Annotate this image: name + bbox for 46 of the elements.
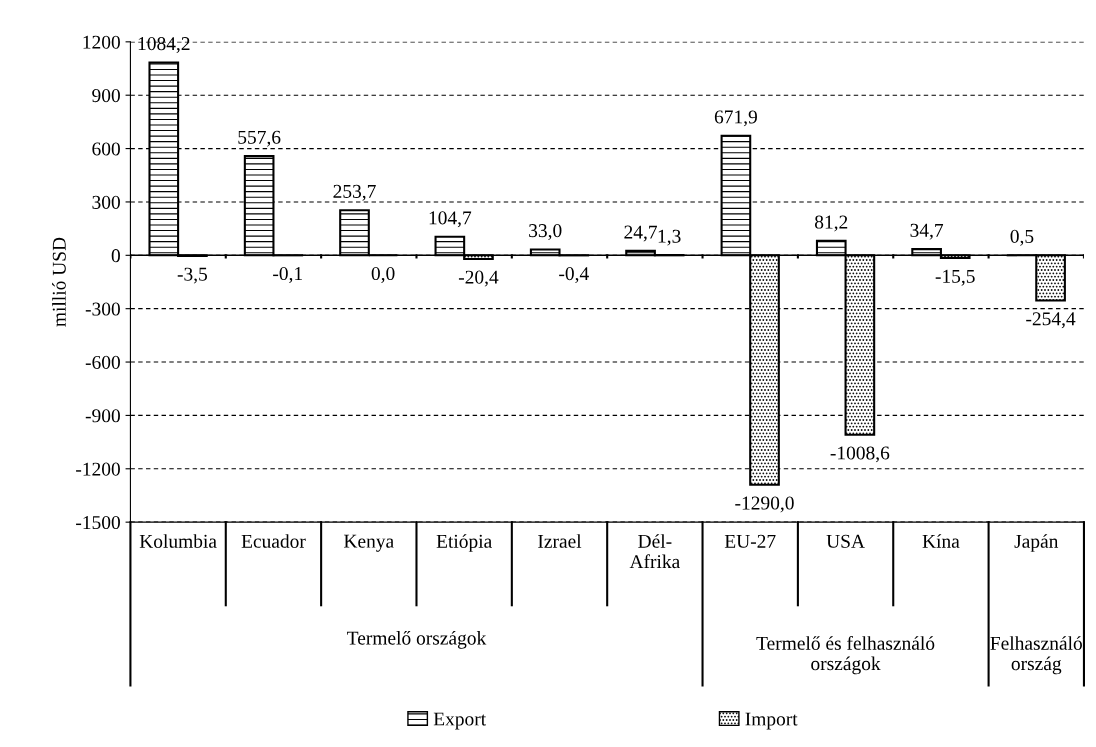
- x-tick-label: Kenya: [343, 534, 394, 552]
- data-label: 671,9: [714, 110, 757, 127]
- x-tick-label: Japán: [1014, 534, 1059, 552]
- x-tick-label: Izrael: [538, 534, 582, 548]
- y-tick-label: -1500: [76, 515, 120, 530]
- x-tick-label: Etiópia: [436, 534, 492, 552]
- x-tick-label: USA: [826, 534, 865, 548]
- data-label: -254,4: [1026, 312, 1076, 329]
- data-label: -15,5: [935, 269, 975, 286]
- y-tick-label: -900: [85, 409, 120, 423]
- data-label: 0,0: [371, 266, 395, 283]
- x-tick-label: Ecuador: [241, 534, 306, 548]
- data-label: -0,1: [273, 267, 302, 283]
- y-tick-label: -300: [85, 302, 120, 316]
- legend-label: Import: [745, 712, 798, 730]
- data-label: 1084,2: [138, 37, 190, 53]
- text: Felhasználó ország: [990, 636, 1082, 675]
- y-tick-label: 900: [92, 89, 120, 103]
- data-label: -0,4: [559, 267, 589, 283]
- x-tick-label: Kolumbia: [139, 534, 217, 548]
- y-tick-label: 600: [92, 142, 120, 156]
- x-tick-label: Kína: [922, 534, 960, 548]
- y-tick-label: -600: [85, 355, 120, 369]
- data-label: -1290,0: [735, 496, 794, 513]
- data-label: 104,7: [429, 211, 472, 228]
- y-tick-label: -1200: [76, 462, 120, 476]
- y-tick-label: 0: [111, 249, 120, 263]
- data-label: 34,7: [910, 223, 944, 240]
- text: Termelő és felhasználó országok: [756, 635, 935, 675]
- legend-label: Export: [433, 712, 487, 730]
- x-tick-label: EU-27: [724, 534, 776, 548]
- data-label: 1,3: [658, 229, 681, 246]
- data-label: -1008,6: [830, 446, 890, 463]
- text: Termelő országok: [347, 630, 487, 649]
- y-axis-title: millió USD: [52, 237, 66, 327]
- data-label: 81,2: [814, 215, 848, 232]
- data-label: 253,7: [333, 184, 376, 201]
- x-tick-label: Dél-Afrika: [629, 534, 680, 569]
- data-label: 24,7: [624, 225, 658, 242]
- y-tick-label: 1200: [83, 35, 120, 49]
- data-label: 33,0: [529, 224, 562, 240]
- data-label: -20,4: [458, 270, 499, 287]
- y-tick-label: 300: [92, 195, 120, 209]
- data-label: 557,6: [238, 130, 281, 147]
- data-label: 0,5: [1010, 229, 1034, 246]
- data-label: -3,5: [177, 267, 208, 284]
